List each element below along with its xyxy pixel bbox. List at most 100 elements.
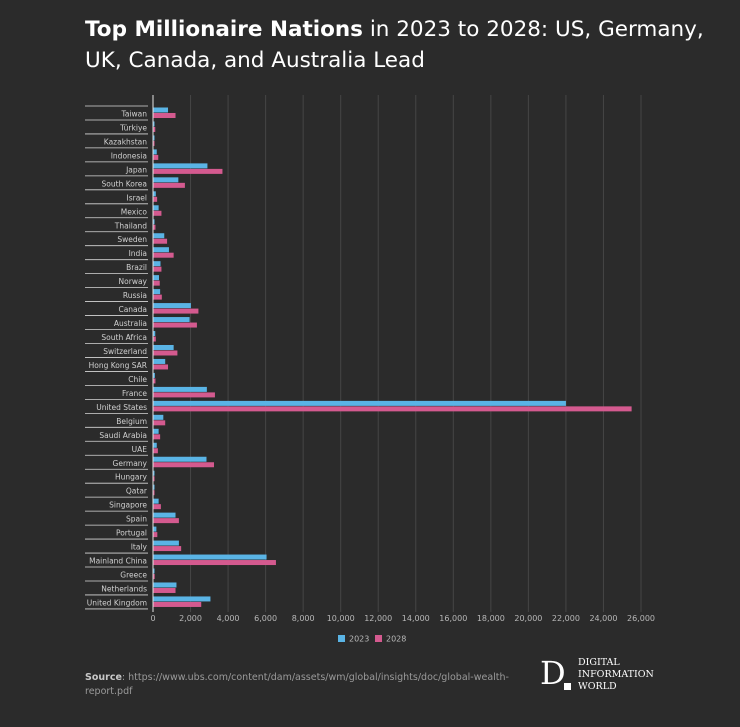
category-label: Germany — [113, 459, 148, 468]
category-label: UAE — [132, 445, 148, 454]
legend-swatch — [338, 635, 345, 642]
source-url[interactable]: : https://www.ubs.com/content/dam/assets… — [85, 672, 509, 697]
logo-line-1: DIGITAL — [578, 657, 620, 668]
bar-2023 — [153, 526, 157, 532]
x-tick-label: 26,000 — [627, 614, 655, 623]
bar-2028 — [153, 378, 156, 384]
legend-item-2028: 2028 — [375, 635, 406, 644]
bar-2023 — [153, 568, 155, 574]
category-label: Chile — [128, 375, 147, 384]
source-label: Source — [85, 672, 122, 683]
bar-2028 — [153, 420, 166, 426]
category-label: Netherlands — [101, 584, 147, 593]
source-note: Source: https://www.ubs.com/content/dam/… — [85, 671, 515, 699]
category-label: Indonesia — [111, 151, 147, 160]
logo-square-mark — [564, 683, 571, 690]
bar-2023 — [153, 331, 156, 337]
chart-title: Top Millionaire Nations in 2023 to 2028:… — [85, 14, 705, 76]
bar-2028 — [153, 266, 162, 272]
category-label: Hungary — [115, 473, 148, 482]
bar-2028 — [153, 322, 197, 328]
bar-2023 — [153, 386, 207, 392]
bar-2023 — [153, 303, 191, 309]
bar-2028 — [153, 504, 161, 510]
category-label: Spain — [126, 515, 147, 524]
bar-2028 — [153, 336, 156, 342]
bar-2028 — [153, 280, 160, 286]
x-tick-label: 18,000 — [477, 614, 505, 623]
legend-swatch — [375, 635, 382, 642]
legend-item-2023: 2023 — [338, 635, 369, 644]
legend-label: 2028 — [386, 635, 406, 644]
category-label: United Kingdom — [87, 598, 147, 607]
bar-2023 — [153, 344, 174, 350]
bar-2028 — [153, 294, 162, 300]
x-tick-label: 4,000 — [217, 614, 240, 623]
category-label: Portugal — [116, 529, 147, 538]
x-tick-label: 6,000 — [254, 614, 277, 623]
bar-2023 — [153, 400, 566, 406]
bar-2028 — [153, 238, 168, 244]
bar-2028 — [153, 434, 161, 440]
category-label: Hong Kong SAR — [89, 361, 147, 370]
category-label: Greece — [120, 571, 147, 580]
bar-2028 — [153, 560, 276, 566]
bar-2028 — [153, 406, 632, 412]
x-tick-label: 8,000 — [292, 614, 315, 623]
bar-2023 — [153, 428, 159, 434]
category-label: United States — [96, 403, 147, 412]
bar-2023 — [153, 540, 179, 546]
bar-2023 — [153, 163, 208, 169]
x-tick-label: 14,000 — [402, 614, 430, 623]
category-label: Taiwan — [120, 110, 147, 119]
category-label: Mainland China — [89, 557, 147, 566]
x-tick-label: 10,000 — [327, 614, 355, 623]
bar-2023 — [153, 512, 176, 518]
bar-2028 — [153, 587, 176, 593]
bar-2028 — [153, 364, 169, 370]
logo-wordmark: DIGITAL INFORMATION WORLD — [578, 657, 654, 693]
category-label: Norway — [119, 277, 148, 286]
bar-2028 — [153, 113, 176, 118]
bar-2028 — [153, 476, 155, 482]
bar-2023 — [153, 275, 160, 281]
bar-2023 — [153, 442, 157, 448]
legend-label: 2023 — [349, 635, 369, 644]
bar-2028 — [153, 308, 199, 314]
bar-2023 — [153, 582, 177, 588]
bar-2028 — [153, 350, 178, 356]
bar-2023 — [153, 484, 155, 490]
bar-2023 — [153, 596, 211, 602]
category-label: France — [122, 389, 147, 398]
brand-logo: D DIGITAL INFORMATION WORLD — [540, 655, 720, 695]
bar-2023 — [153, 372, 155, 378]
logo-letter: D — [540, 654, 566, 692]
bar-2028 — [153, 224, 156, 230]
category-label: Sweden — [117, 235, 147, 244]
category-label: Italy — [131, 543, 148, 552]
logo-line-2: INFORMATION — [578, 669, 654, 680]
bar-2028 — [153, 518, 179, 524]
category-label: South Korea — [102, 179, 147, 188]
bar-2023 — [153, 247, 169, 253]
bar-2028 — [153, 168, 223, 174]
bar-2023 — [153, 317, 190, 323]
category-label: Israel — [127, 193, 148, 202]
logo-line-3: WORLD — [578, 681, 617, 692]
bar-2023 — [153, 177, 179, 183]
category-label: Brazil — [126, 263, 147, 272]
category-label: Japan — [125, 165, 147, 174]
category-label: Türkiye — [119, 123, 147, 132]
bar-2023 — [153, 219, 155, 225]
x-tick-label: 24,000 — [589, 614, 617, 623]
bar-2023 — [153, 456, 207, 462]
category-label: Belgium — [116, 417, 147, 426]
bar-2028 — [153, 210, 162, 216]
x-tick-label: 22,000 — [552, 614, 580, 623]
category-label: Singapore — [109, 501, 147, 510]
category-label: Qatar — [126, 487, 148, 496]
bar-2023 — [153, 470, 155, 476]
bar-2023 — [153, 107, 169, 113]
category-label: Australia — [114, 319, 147, 328]
